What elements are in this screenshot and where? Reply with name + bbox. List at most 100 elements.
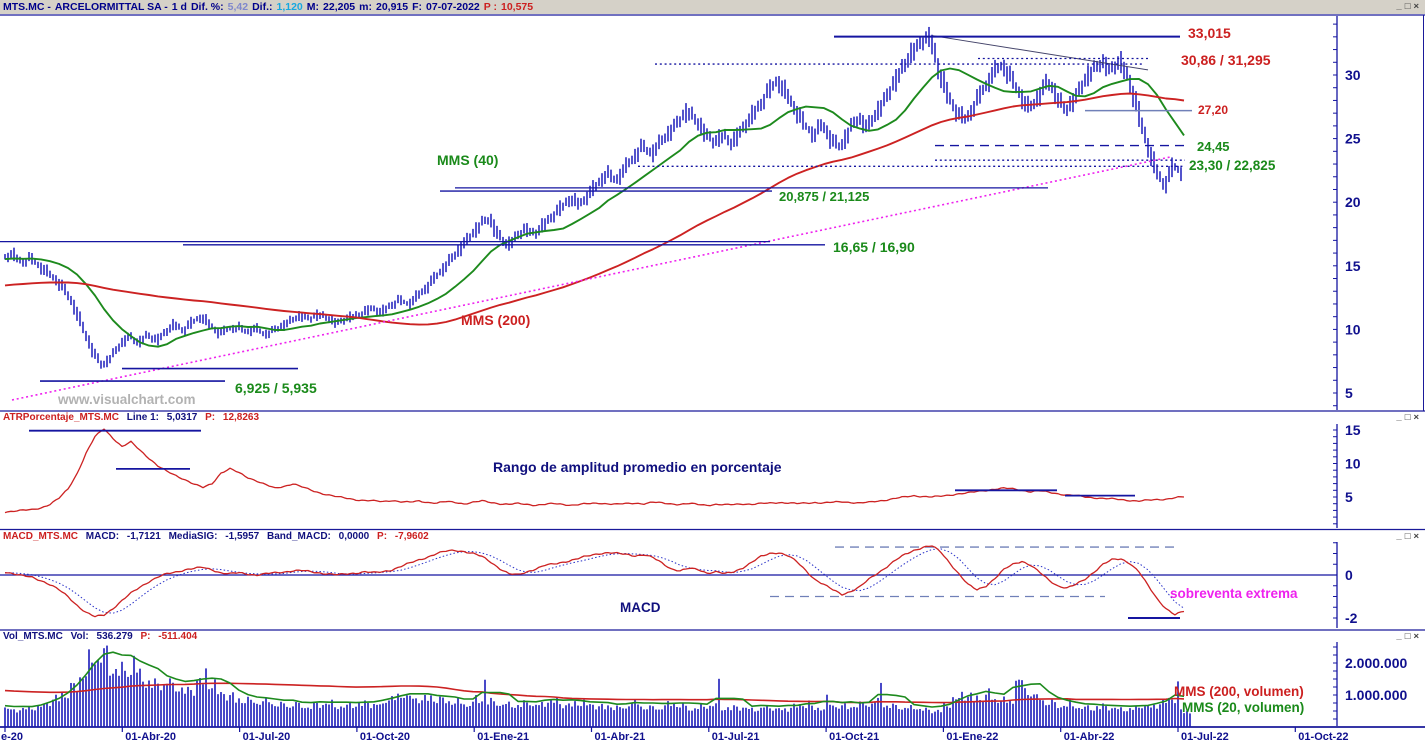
vol-indicator-name: Vol_MTS.MC — [3, 631, 63, 642]
last-price-value: 10,575 — [501, 1, 534, 13]
svg-text:15: 15 — [1345, 258, 1361, 274]
dif-label: Dif.: — [252, 1, 273, 13]
support-label-1665: 16,65 / 16,90 — [833, 239, 915, 255]
last-price-label: P : — [483, 1, 497, 13]
volume-panel-header: Vol_MTS.MC Vol: 536.279 P: -511.404 — [3, 631, 202, 642]
support-label-2330: 23,30 / 22,825 — [1189, 158, 1276, 173]
svg-text:01-Abr-22: 01-Abr-22 — [1064, 731, 1115, 743]
macd-sig-label: MediaSIG: — [168, 531, 218, 542]
vol-label: Vol: — [70, 631, 89, 642]
atr-panel-header: ATRPorcentaje_MTS.MC Line 1: 5,0317 P: 1… — [3, 412, 264, 423]
minimize-icon[interactable]: _ — [1396, 412, 1405, 423]
svg-text:15: 15 — [1345, 422, 1361, 438]
svg-text:5: 5 — [1345, 489, 1353, 505]
macd-window-controls[interactable]: _□× — [1378, 531, 1422, 542]
atr-window-controls[interactable]: _□× — [1378, 412, 1422, 423]
support-label-6925: 6,925 / 5,935 — [235, 380, 317, 396]
svg-text:10: 10 — [1345, 456, 1361, 472]
svg-text:01-Ene-22: 01-Ene-22 — [946, 731, 998, 743]
resistance-label-33015: 33,015 — [1188, 25, 1231, 41]
svg-text:10: 10 — [1345, 321, 1361, 337]
macd-panel-header: MACD_MTS.MC MACD: -1,7121 MediaSIG: -1,5… — [3, 531, 434, 542]
atr-note: Rango de amplitud promedio en porcentaje — [493, 459, 782, 475]
macd-band-value: 0,0000 — [338, 531, 370, 542]
close-icon[interactable]: × — [1413, 1, 1422, 12]
restore-icon[interactable]: □ — [1404, 531, 1414, 542]
svg-text:01-Oct-22: 01-Oct-22 — [1298, 731, 1348, 743]
svg-text:25: 25 — [1345, 131, 1361, 147]
close-icon[interactable]: × — [1413, 631, 1422, 642]
time-axis: e-20 01-Abr-20 01-Jul-20 01-Oct-20 01-Ene-21… — [1, 727, 1348, 743]
svg-text:01-Oct-21: 01-Oct-21 — [829, 731, 879, 743]
mms200-label: MMS (200) — [461, 312, 531, 328]
period-label: 1 d — [171, 1, 187, 13]
minimize-icon[interactable]: _ — [1396, 631, 1405, 642]
support-label-20875: 20,875 / 21,125 — [779, 189, 870, 204]
dif-pct-value: 5,42 — [227, 1, 249, 13]
volume-bars — [4, 645, 1191, 727]
dif-value: 1,120 — [276, 1, 303, 13]
svg-text:e-20: e-20 — [1, 731, 23, 743]
svg-text:01-Abr-21: 01-Abr-21 — [595, 731, 646, 743]
date-value: 07-07-2022 — [426, 1, 480, 13]
close-icon[interactable]: × — [1413, 531, 1422, 542]
minimize-icon[interactable]: _ — [1396, 531, 1405, 542]
main-window-controls[interactable]: _□× — [1378, 1, 1422, 12]
minimize-icon[interactable]: _ — [1396, 1, 1405, 12]
svg-text:01-Jul-21: 01-Jul-21 — [712, 731, 760, 743]
restore-icon[interactable]: □ — [1404, 1, 1414, 12]
close-icon[interactable]: × — [1413, 412, 1422, 423]
macd-series — [0, 545, 1337, 619]
resistance-label-3086: 30,86 / 31,295 — [1181, 52, 1271, 68]
vol-p-value: -511.404 — [158, 631, 198, 642]
symbol-label: MTS.MC - — [3, 1, 51, 13]
date-label: F: — [412, 1, 423, 13]
atr-line-value: 5,0317 — [166, 412, 198, 423]
atr-series — [4, 428, 1185, 514]
svg-text:01-Abr-20: 01-Abr-20 — [125, 731, 176, 743]
support-label-2445: 24,45 — [1197, 139, 1230, 154]
vol-mms20-label: MMS (20, volumen) — [1182, 700, 1305, 715]
svg-text:5: 5 — [1345, 385, 1353, 401]
svg-text:20: 20 — [1345, 194, 1361, 210]
chart-titlebar[interactable]: MTS.MC - ARCELORMITTAL SA -1 d Dif. %: 5,42… — [0, 0, 1425, 14]
atr-line-label: Line 1: — [126, 412, 159, 423]
price-axis: 5 10 15 20 25 30 5 10 15 0 -2 2.000.000 1.000.000 — [1333, 16, 1407, 726]
macd-band-label: Band_MACD: — [266, 531, 331, 542]
vol-mms200-label: MMS (200, volumen) — [1174, 684, 1304, 699]
macd-note: MACD — [620, 600, 661, 615]
max-value: 22,205 — [323, 1, 356, 13]
mms40-label: MMS (40) — [437, 152, 499, 168]
max-label: M: — [306, 1, 320, 13]
moving-averages — [4, 67, 1185, 348]
svg-text:1.000.000: 1.000.000 — [1345, 687, 1407, 703]
svg-text:0: 0 — [1345, 567, 1353, 583]
min-label: m: — [359, 1, 372, 13]
volume-window-controls[interactable]: _□× — [1378, 631, 1422, 642]
macd-label: MACD: — [85, 531, 120, 542]
atr-indicator-name: ATRPorcentaje_MTS.MC — [3, 412, 119, 423]
atr-p-value: 12,8263 — [222, 412, 260, 423]
min-value: 20,915 — [376, 1, 409, 13]
macd-indicator-name: MACD_MTS.MC — [3, 531, 78, 542]
svg-text:2.000.000: 2.000.000 — [1345, 655, 1407, 671]
svg-text:-2: -2 — [1345, 610, 1358, 626]
volume-moving-averages — [4, 651, 1185, 708]
macd-sig-value: -1,5957 — [225, 531, 260, 542]
restore-icon[interactable]: □ — [1404, 412, 1414, 423]
support-resistance-levels — [0, 35, 1192, 401]
svg-text:30: 30 — [1345, 67, 1361, 83]
macd-p-value: -7,9602 — [394, 531, 429, 542]
svg-text:01-Oct-20: 01-Oct-20 — [360, 731, 410, 743]
watermark: www.visualchart.com — [58, 392, 196, 407]
svg-text:01-Ene-21: 01-Ene-21 — [477, 731, 529, 743]
atr-p-label: P: — [205, 412, 216, 423]
candlestick-series — [4, 26, 1182, 369]
macd-p-label: P: — [377, 531, 388, 542]
level-label-2720: 27,20 — [1198, 103, 1229, 117]
restore-icon[interactable]: □ — [1404, 631, 1414, 642]
vol-value: 536.279 — [96, 631, 133, 642]
dif-pct-label: Dif. %: — [190, 1, 224, 13]
